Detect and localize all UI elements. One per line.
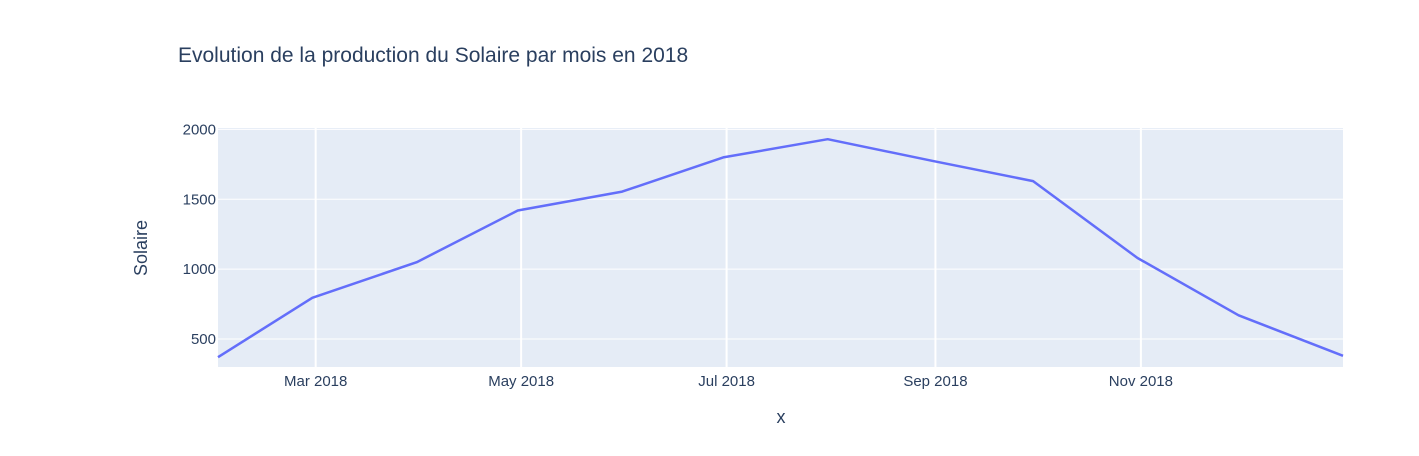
- y-tick-label: 1000: [183, 261, 216, 278]
- series-line: [217, 137, 1344, 359]
- chart-title: Evolution de la production du Solaire pa…: [178, 44, 688, 67]
- x-tick-label: May 2018: [488, 373, 554, 390]
- x-tick-label: Nov 2018: [1109, 373, 1173, 390]
- grid-lines: [218, 128, 1343, 367]
- x-axis-title: x: [777, 407, 786, 427]
- plot-area: [218, 128, 1343, 367]
- y-tick-label: 2000: [183, 121, 216, 138]
- y-tick-label: 1500: [183, 191, 216, 208]
- y-axis-title: Solaire: [131, 220, 151, 276]
- x-tick-label: Sep 2018: [903, 373, 967, 390]
- x-tick-label: Mar 2018: [284, 373, 347, 390]
- y-tick-label: 500: [191, 331, 216, 348]
- series-layer: [217, 137, 1344, 359]
- x-tick-label: Jul 2018: [698, 373, 755, 390]
- tick-labels: 500 1000 1500 2000 Mar 2018 May 2018 Jul 2018 S…: [183, 121, 1173, 390]
